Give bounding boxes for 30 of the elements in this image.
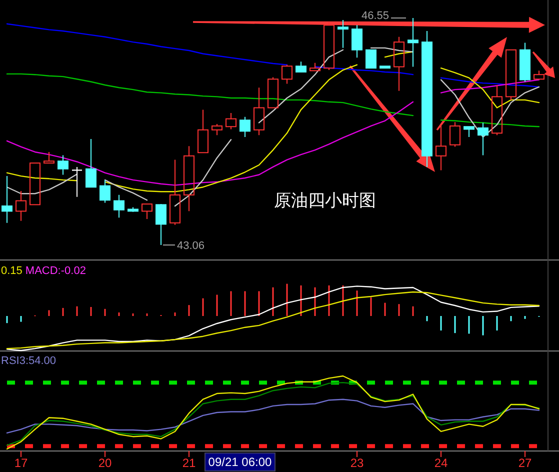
candlestick xyxy=(156,204,166,246)
candlestick xyxy=(86,138,96,188)
candlestick xyxy=(114,194,124,218)
candlestick xyxy=(58,154,68,176)
candlestick xyxy=(240,116,250,138)
candlestick xyxy=(16,190,26,222)
x-tick-label: 20 xyxy=(98,456,112,470)
x-tick-label: 23 xyxy=(350,456,364,470)
candlestick xyxy=(366,49,376,69)
candlestick xyxy=(184,146,194,212)
annotation: 46.55 xyxy=(361,10,389,22)
candlestick xyxy=(71,166,83,198)
candlestick xyxy=(408,18,418,68)
x-tick-label: 21 xyxy=(182,456,196,470)
candlestick xyxy=(296,61,306,72)
candlestick xyxy=(478,122,488,156)
text: RSI3:54.00 xyxy=(1,355,56,367)
x-tick-label: 17 xyxy=(14,456,28,470)
candlestick xyxy=(100,179,110,204)
candlestick xyxy=(338,19,348,48)
text: 原油四小时图 xyxy=(274,191,376,210)
candlestick xyxy=(464,126,474,138)
candlestick xyxy=(352,24,362,58)
x-tick-label: 27 xyxy=(518,456,532,470)
candlestick xyxy=(2,176,12,224)
text: 0.15 xyxy=(1,265,22,277)
text: MACD:-0.02 xyxy=(25,265,86,277)
text: 09/21 06:00 xyxy=(208,455,272,469)
annotation: 43.06 xyxy=(177,240,205,252)
x-tick-label: 24 xyxy=(434,456,448,470)
